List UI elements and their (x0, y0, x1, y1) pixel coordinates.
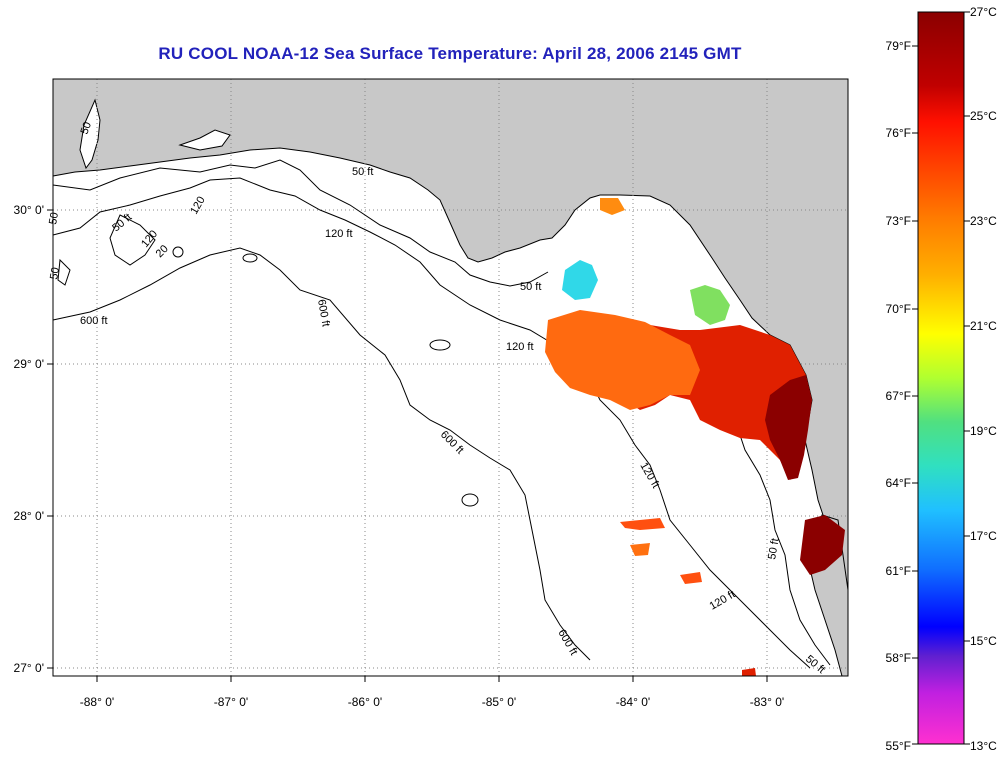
sst-green-bigbend (690, 285, 730, 325)
contour-label: 50 ft (520, 281, 541, 293)
map-border (52, 78, 849, 677)
lat-label: 29° 0' (14, 357, 44, 371)
colorbar-f-label: 79°F (886, 39, 911, 53)
colorbar-c-label: 27°C (970, 5, 997, 19)
lon-label: -87° 0' (214, 695, 248, 709)
sst-darkred-tampa (800, 515, 845, 575)
sst-darkred-nearshore (765, 375, 812, 480)
contour-label: 50 ft (766, 537, 782, 560)
colorbar-c-label: 19°C (970, 424, 997, 438)
sst-data (545, 198, 845, 676)
map-title: RU COOL NOAA-12 Sea Surface Temperature:… (158, 44, 742, 63)
lon-label: -86° 0' (348, 695, 382, 709)
sst-cyan-bigbend (562, 260, 598, 300)
bathymetry-contours (52, 159, 831, 669)
sst-patch-bottom (742, 668, 756, 676)
colorbar-f-label: 76°F (886, 126, 911, 140)
colorbar-f-label: 67°F (886, 389, 911, 403)
colorbar-c-label: 23°C (970, 214, 997, 228)
colorbar-f-label: 73°F (886, 214, 911, 228)
sst-patch-south3 (630, 543, 650, 556)
contour-label: 50 (48, 266, 62, 280)
colorbar-c-label: 17°C (970, 529, 997, 543)
lon-label: -84° 0' (616, 695, 650, 709)
colorbar-f-label: 64°F (886, 476, 911, 490)
lon-label: -83° 0' (750, 695, 784, 709)
lon-label: -88° 0' (80, 695, 114, 709)
colorbar-c-label: 15°C (970, 634, 997, 648)
colorbar-c-label: 21°C (970, 319, 997, 333)
lat-label: 27° 0' (14, 661, 44, 675)
contour-label: 50 (79, 120, 94, 136)
contour-label: 600 ft (80, 315, 108, 327)
grid (53, 79, 848, 676)
ticks (47, 209, 768, 682)
contour-label: 120 ft (325, 228, 353, 240)
bay-mobile (79, 98, 101, 170)
contour-label: 600 ft (315, 298, 332, 327)
contour-label: 50 (47, 211, 61, 225)
bay-pensacola (178, 129, 231, 151)
colorbar-ticks (912, 11, 970, 745)
sst-patch-south1 (620, 518, 665, 530)
colorbar-c-label: 13°C (970, 739, 997, 753)
sst-patch-south2 (680, 572, 702, 584)
colorbar-f-label: 61°F (886, 564, 911, 578)
sst-orange-north (600, 198, 625, 215)
colorbar-c-label: 25°C (970, 109, 997, 123)
colorbar-f-label: 58°F (886, 651, 911, 665)
lon-label: -85° 0' (482, 695, 516, 709)
lat-label: 30° 0' (14, 203, 44, 217)
colorbar-f-label: 70°F (886, 302, 911, 316)
colorbar-f-label: 55°F (886, 739, 911, 753)
lat-label: 28° 0' (14, 509, 44, 523)
contour-label: 50 ft (352, 166, 373, 178)
colorbar-gradient (917, 11, 965, 745)
sst-orange-offshore (545, 310, 700, 410)
contour-label: 120 ft (506, 341, 534, 353)
